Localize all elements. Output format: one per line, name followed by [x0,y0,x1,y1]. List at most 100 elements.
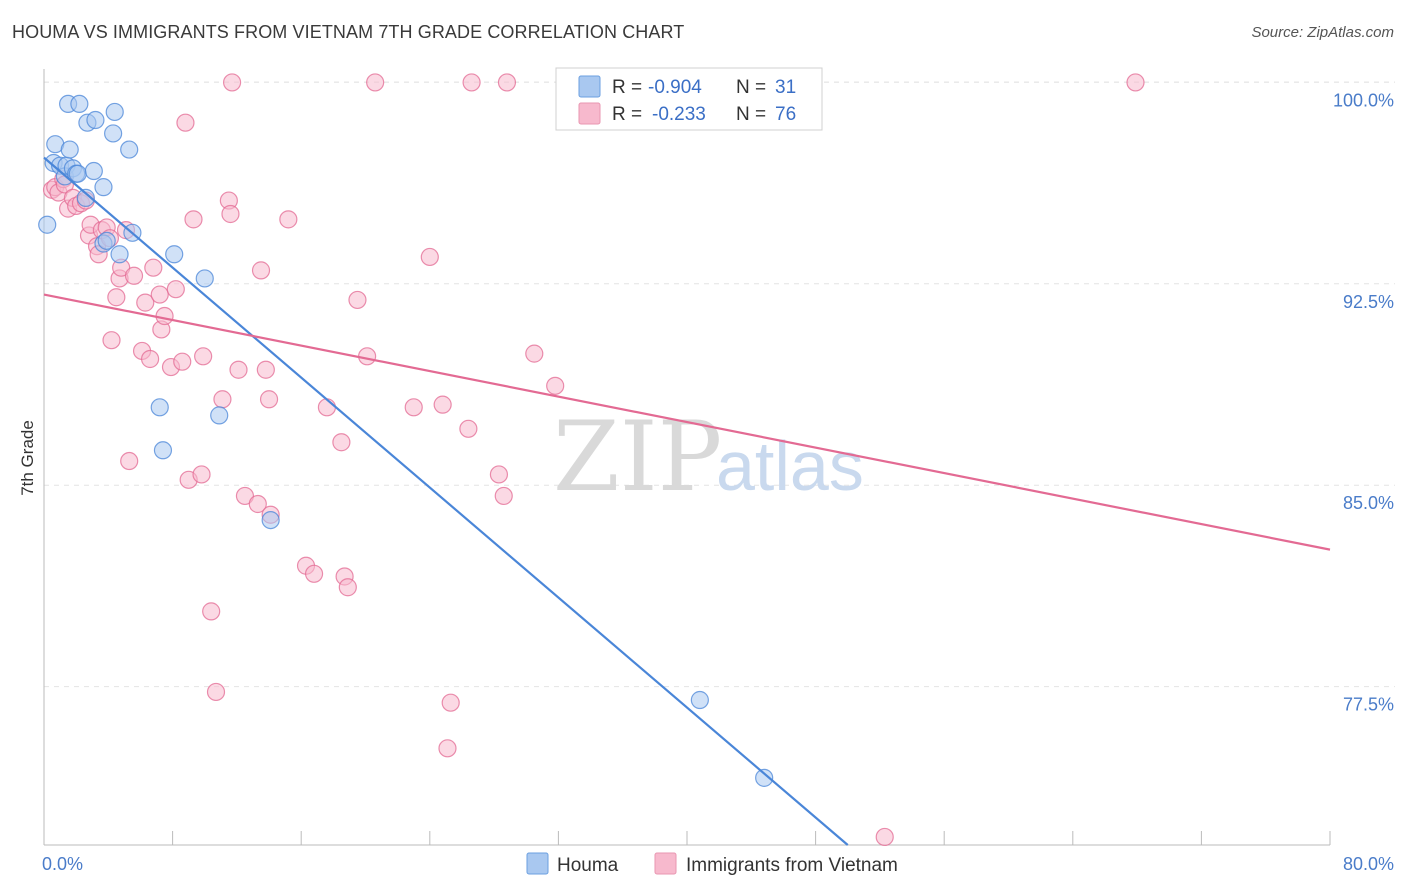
watermark-atlas: atlas [716,427,864,505]
data-point [195,269,214,288]
legend-swatch-vietnam [578,102,601,125]
data-point [690,690,709,710]
legend-n-value-1: 31 [775,77,796,98]
data-point [213,390,232,409]
data-point [1126,73,1145,92]
data-point [194,347,213,366]
data-point [279,210,298,229]
data-point [206,682,226,702]
y-tick-label: 85.0% [1343,493,1394,513]
y-tick-label: 92.5% [1343,292,1394,312]
data-point [104,124,123,143]
data-point [140,349,160,369]
series-vietnam-points [42,73,1145,847]
y-tick-labels: 77.5% 85.0% 92.5% 100.0% [1333,90,1394,714]
data-point [105,102,124,122]
data-point [210,406,229,425]
data-point [251,261,271,280]
data-point [84,161,103,181]
y-axis-title: 7th Grade [18,420,37,496]
data-point [358,347,377,366]
data-point [459,419,478,438]
data-point [165,245,184,264]
chart-title: HOUMA VS IMMIGRANTS FROM VIETNAM 7TH GRA… [12,22,685,42]
data-point [462,73,481,92]
series-houma-points [38,94,774,787]
data-point [489,465,509,484]
data-point [525,344,544,363]
data-point [144,258,163,277]
data-point [150,398,169,417]
data-point [497,73,517,92]
data-point [70,94,89,114]
data-point [366,73,385,92]
x-tick-label-max: 80.0% [1343,854,1394,874]
legend-r-label-1: R = [612,77,642,98]
data-point [221,204,240,224]
x-ticks [43,831,1331,845]
data-point [546,376,565,395]
data-point [120,140,139,159]
trendlines [43,156,1331,846]
data-point [404,398,423,417]
y-tick-label: 77.5% [1343,695,1394,715]
x-tick-label-min: 0.0% [42,854,83,874]
data-point [153,441,173,460]
data-point [102,331,121,350]
bottom-legend-swatch-vietnam [654,852,677,875]
data-point [86,110,105,130]
data-point [420,247,439,267]
legend-n-label-1: N = [736,77,766,98]
legend-swatch-houma [578,75,601,98]
data-point [755,768,774,787]
data-point [97,231,116,250]
data-point [317,398,337,417]
data-point [441,693,460,712]
data-point [60,140,79,159]
data-point [875,827,894,847]
grid-lines [44,81,1395,688]
data-point [94,178,113,197]
data-point [261,511,280,530]
bottom-legend-label-houma: Houma [557,855,619,876]
trendline-houma [43,156,849,846]
data-point [248,494,267,514]
data-point [76,188,95,207]
data-point [438,739,457,758]
data-point [259,390,279,409]
series-legend: Houma Immigrants from Vietnam [526,852,898,876]
legend-n-label-2: N = [736,104,766,125]
legend-r-value-2: -0.233 [652,104,706,125]
data-point [192,465,211,484]
data-point [235,486,255,506]
legend-r-value-1: -0.904 [648,77,702,98]
data-point [166,280,185,299]
data-points [38,73,1145,847]
legend-n-value-2: 76 [775,104,796,125]
data-point [348,290,367,310]
data-point [68,164,87,183]
bottom-legend-swatch-houma [526,852,549,875]
y-tick-label: 100.0% [1333,90,1394,110]
legend-r-label-2: R = [612,104,642,125]
data-point [222,73,242,92]
data-point [155,306,174,326]
watermark-zip: ZIP [553,401,722,513]
data-point [304,564,324,583]
data-point [229,360,248,379]
stats-legend: R = -0.904 N = 31 R = -0.233 N = 76 [555,67,823,131]
watermark: ZIP atlas [553,401,864,513]
data-point [494,486,513,506]
data-point [124,266,144,285]
data-point [256,360,275,379]
data-point [136,293,155,312]
data-point [150,285,169,304]
data-point [107,288,126,307]
data-point [202,602,221,621]
bottom-legend-label-vietnam: Immigrants from Vietnam [686,855,898,876]
data-point [120,451,139,471]
trendline-vietnam [43,293,1331,551]
data-point [184,210,203,229]
data-point [110,245,129,264]
